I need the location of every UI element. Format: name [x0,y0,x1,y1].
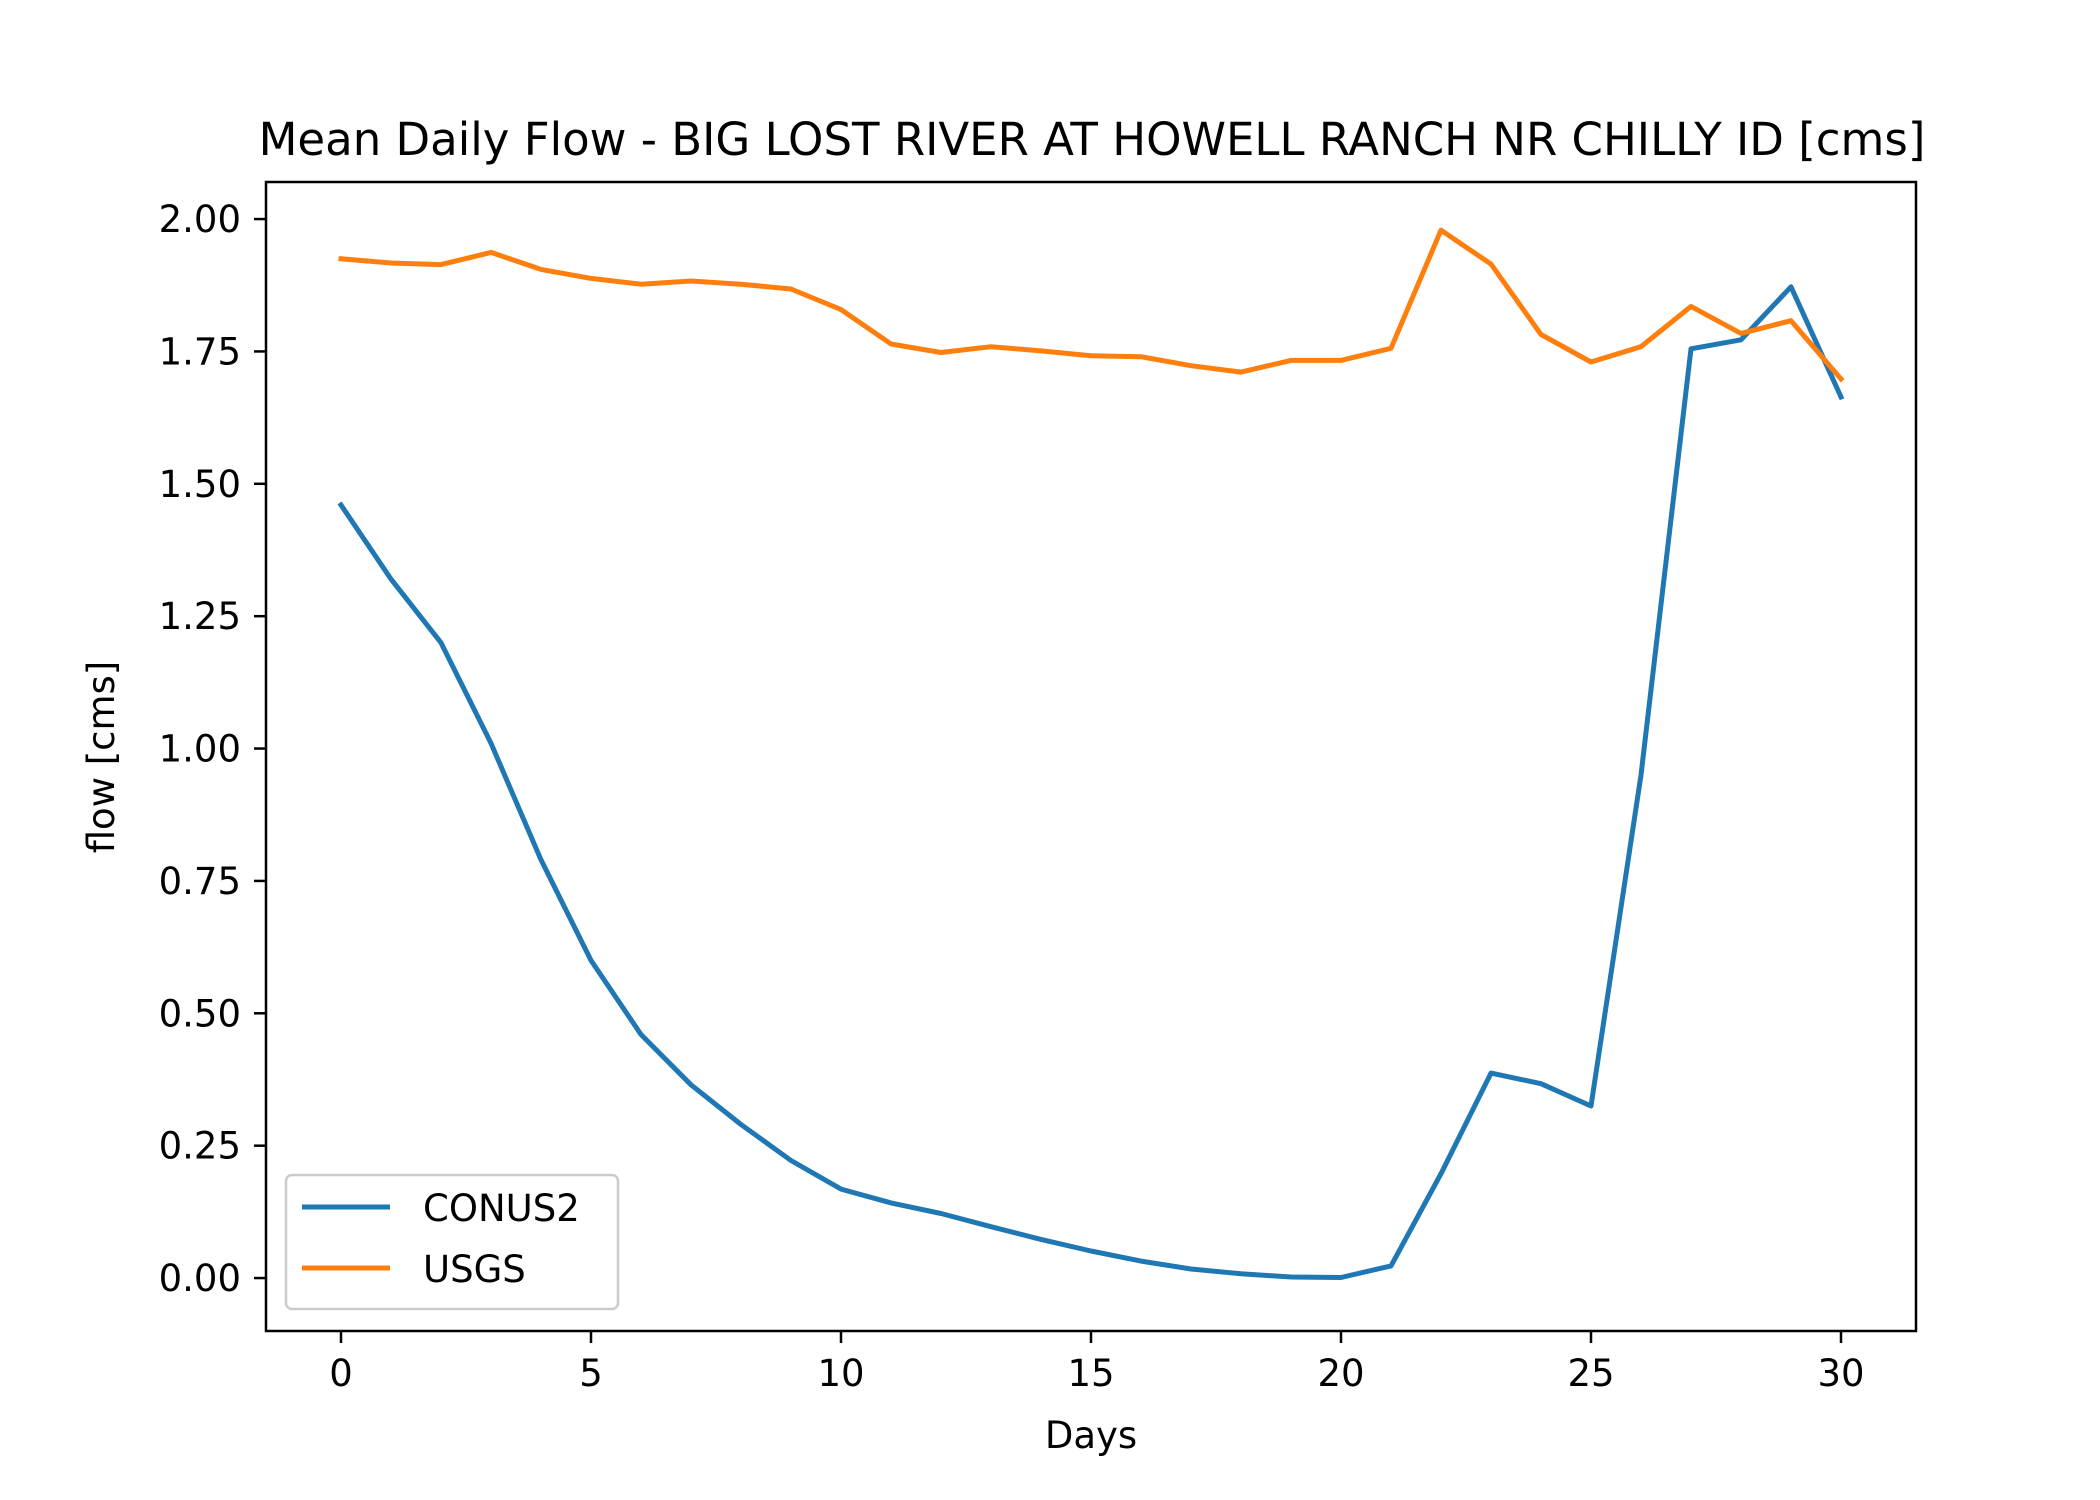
y-tick-label: 0.00 [159,1257,241,1300]
chart-title: Mean Daily Flow - BIG LOST RIVER AT HOWE… [259,113,1926,166]
y-tick-label: 1.00 [159,728,241,771]
y-tick-label: 1.75 [159,330,241,373]
y-axis: 0.00 0.25 0.50 0.75 1.00 1.25 1.50 1.75 2.00 [159,198,266,1300]
legend-label-usgs: USGS [423,1248,526,1291]
y-tick-label: 1.25 [159,595,241,638]
y-tick-label: 0.75 [159,860,241,903]
x-axis: 0 5 10 15 20 25 30 [329,1331,1865,1395]
plot-lines [337,227,1845,1280]
y-tick-label: 1.50 [159,463,241,506]
series-line-conus2 [337,284,1845,1280]
x-tick-label: 5 [579,1352,603,1395]
x-tick-label: 10 [817,1352,864,1395]
legend-label-conus2: CONUS2 [423,1187,580,1230]
y-tick-label: 2.00 [159,198,241,241]
y-tick-label: 0.50 [159,992,241,1035]
x-tick-label: 30 [1817,1352,1864,1395]
x-tick-label: 20 [1317,1352,1364,1395]
x-tick-label: 0 [329,1352,353,1395]
y-tick-label: 0.25 [159,1125,241,1168]
x-tick-label: 25 [1567,1352,1614,1395]
series-line-usgs [338,227,1845,383]
x-axis-label: Days [1045,1414,1137,1457]
y-axis-label: flow [cms] [80,661,123,854]
legend: CONUS2 USGS [284,1173,620,1311]
x-tick-label: 15 [1067,1352,1114,1395]
